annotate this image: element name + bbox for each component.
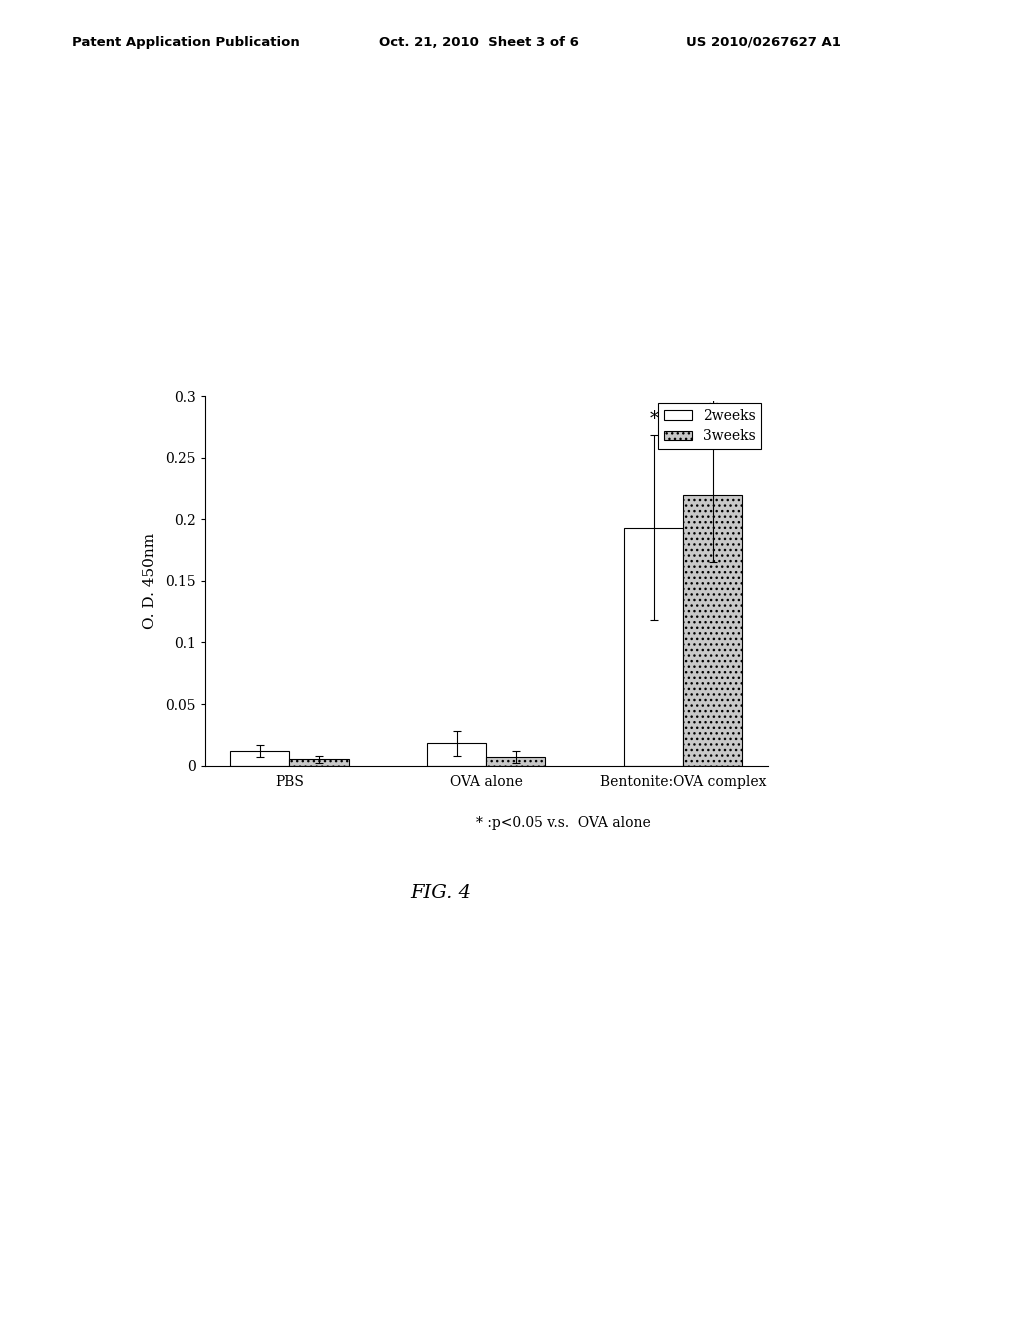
Text: FIG. 4: FIG. 4 (410, 884, 471, 903)
Bar (486, 756, 546, 766)
Bar (625, 528, 683, 766)
Bar (230, 751, 290, 766)
Bar (683, 495, 742, 766)
Text: *: * (709, 401, 718, 420)
Y-axis label: O. D. 450nm: O. D. 450nm (142, 533, 157, 628)
Bar (427, 743, 486, 766)
Text: *: * (649, 411, 658, 428)
Text: Patent Application Publication: Patent Application Publication (72, 36, 299, 49)
Text: * :p<0.05 v.s.  OVA alone: * :p<0.05 v.s. OVA alone (476, 816, 650, 830)
Legend: 2weeks, 3weeks: 2weeks, 3weeks (658, 403, 761, 449)
Bar (290, 759, 348, 766)
Text: Oct. 21, 2010  Sheet 3 of 6: Oct. 21, 2010 Sheet 3 of 6 (379, 36, 579, 49)
Text: US 2010/0267627 A1: US 2010/0267627 A1 (686, 36, 841, 49)
